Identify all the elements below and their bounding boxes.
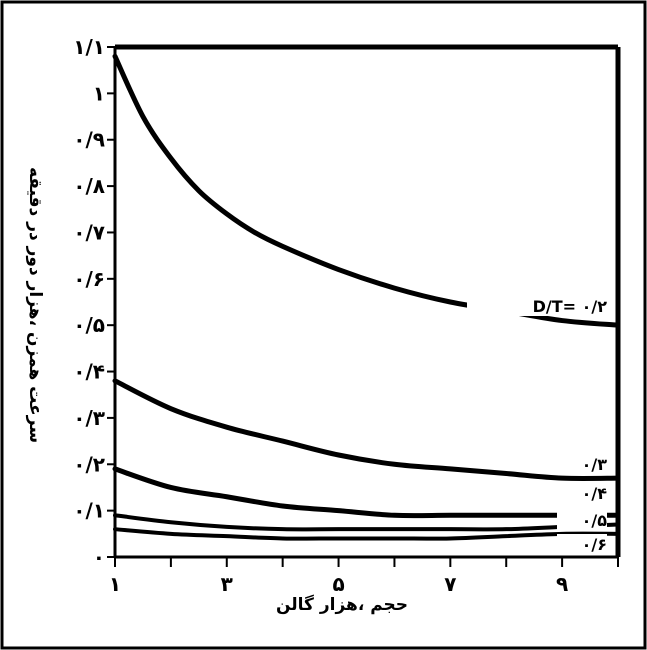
series-label-bg [557, 454, 607, 474]
y-tick-label: ۰/۴ [73, 360, 105, 384]
series-line [113, 527, 620, 541]
series-label: ۰/۶ [582, 535, 607, 554]
series-label: ۰/۵ [582, 511, 608, 530]
y-axis-ticks: ۰ ۰/۱ ۰/۲ ۰/۳ ۰/۴ ۰/۵ ۰/۶ ۰/۷ ۰/۸ ۰/۹ ۱ ۱/۱ [73, 35, 115, 569]
series-line [112, 378, 621, 482]
y-tick-label: ۱ [93, 81, 105, 105]
y-tick-label: ۰/۹ [73, 128, 105, 152]
y-tick-label: ۰ [93, 545, 105, 569]
y-tick-label: ۰/۵ [73, 313, 105, 337]
y-axis-title: سرعت همزن ،هزار دور در دقیقه [25, 167, 45, 443]
series-label: ۰/۳ [582, 455, 608, 474]
x-axis-ticks: ۱ ۳ ۵ ۷ ۹ [109, 557, 619, 596]
y-tick-label: ۰/۷ [73, 220, 105, 244]
series-label: ۰/۴ [582, 484, 608, 503]
series-label-bg [467, 296, 607, 316]
series-line [113, 513, 620, 532]
series-labels: D/T= ۰/۲ ۰/۳ ۰/۴ ۰/۵ ۰/۶ [467, 296, 607, 554]
series-label-bg [557, 534, 607, 554]
y-tick-label: ۰/۸ [73, 174, 105, 198]
x-axis-title: حجم ،هزار گالن [276, 594, 408, 615]
x-tick-label: ۷ [444, 572, 456, 596]
series-line [112, 466, 621, 519]
y-tick-label: ۰/۱ [73, 499, 105, 523]
x-tick-label: ۵ [332, 572, 344, 596]
x-tick-label: ۳ [221, 572, 233, 596]
plot-frame [113, 44, 621, 559]
series-label-bg [557, 483, 607, 503]
y-tick-label: ۱/۱ [73, 35, 105, 59]
series-label: D/T= ۰/۲ [533, 297, 608, 316]
series-label-bg [557, 510, 607, 530]
x-tick-label: ۱ [109, 572, 121, 596]
y-tick-label: ۰/۳ [73, 406, 105, 430]
y-tick-label: ۰/۶ [73, 267, 105, 291]
x-tick-label: ۹ [556, 572, 568, 596]
y-tick-label: ۰/۲ [73, 452, 105, 476]
